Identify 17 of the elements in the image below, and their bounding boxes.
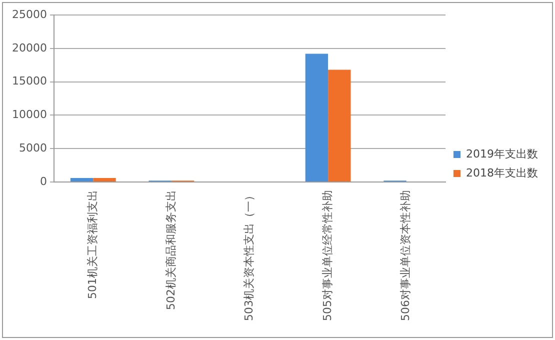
bar [93, 178, 116, 182]
x-tick-label: 505对事业单位经常性补助 [320, 190, 334, 321]
legend-label: 2019年支出数 [466, 147, 538, 160]
bar [328, 70, 351, 182]
y-tick-label: 0 [40, 174, 47, 188]
x-tick-label: 501机关工资福利支出 [86, 190, 100, 299]
x-tick-label: 506对事业单位资本性补助 [399, 190, 412, 321]
x-tick-label: 502机关商品和服务支出 [164, 190, 178, 310]
bar [305, 54, 328, 182]
y-tick-label: 20000 [12, 41, 47, 54]
y-tick-label: 10000 [12, 108, 47, 122]
y-tick-label: 15000 [12, 74, 47, 88]
y-tick-label: 5000 [18, 141, 47, 154]
bar [70, 178, 94, 182]
x-tick-label: 503机关资本性支出（一） [242, 190, 256, 321]
y-tick-label: 25000 [12, 8, 47, 21]
legend-label: 2018年支出数 [466, 166, 538, 180]
